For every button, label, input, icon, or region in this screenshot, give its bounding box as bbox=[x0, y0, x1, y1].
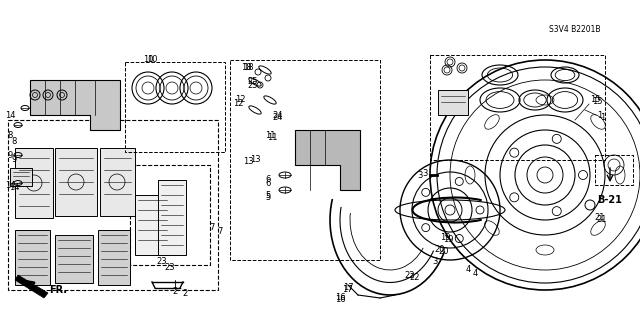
Text: 10: 10 bbox=[147, 56, 157, 64]
Text: 15: 15 bbox=[592, 98, 602, 107]
Bar bbox=[55, 148, 97, 216]
Bar bbox=[125, 62, 225, 152]
Text: 8: 8 bbox=[7, 130, 13, 139]
Text: 12: 12 bbox=[233, 99, 243, 108]
Text: 16: 16 bbox=[335, 293, 346, 302]
Text: 22: 22 bbox=[404, 271, 415, 279]
Text: 5: 5 bbox=[266, 191, 271, 201]
Text: 7: 7 bbox=[209, 224, 214, 233]
Text: 23: 23 bbox=[164, 263, 175, 272]
Text: 8: 8 bbox=[12, 137, 17, 146]
Bar bbox=[130, 165, 210, 265]
Text: 25: 25 bbox=[248, 78, 259, 86]
Text: 6: 6 bbox=[266, 179, 271, 188]
Text: 19: 19 bbox=[443, 235, 453, 244]
Bar bbox=[10, 168, 32, 186]
Text: 20: 20 bbox=[439, 248, 449, 256]
Bar bbox=[98, 230, 130, 285]
Text: 17: 17 bbox=[342, 285, 352, 293]
Text: 11: 11 bbox=[267, 133, 277, 143]
Bar bbox=[230, 60, 380, 260]
Text: 17: 17 bbox=[342, 284, 353, 293]
Text: 18: 18 bbox=[243, 63, 253, 72]
Text: 10: 10 bbox=[143, 56, 153, 64]
Text: 20: 20 bbox=[435, 246, 445, 255]
Text: FR.: FR. bbox=[49, 285, 67, 295]
Text: 3: 3 bbox=[417, 170, 422, 180]
Text: 24: 24 bbox=[273, 110, 284, 120]
Bar bbox=[8, 120, 218, 290]
Polygon shape bbox=[15, 275, 48, 298]
Text: S3V4 B2201B: S3V4 B2201B bbox=[549, 26, 601, 34]
Text: 18: 18 bbox=[241, 63, 252, 72]
Text: 7: 7 bbox=[218, 227, 223, 236]
Bar bbox=[100, 148, 135, 216]
Text: 19: 19 bbox=[440, 234, 451, 242]
Bar bbox=[438, 90, 468, 115]
Text: 4: 4 bbox=[465, 265, 470, 275]
Text: 1: 1 bbox=[597, 110, 603, 120]
Polygon shape bbox=[30, 80, 120, 130]
Text: 6: 6 bbox=[266, 175, 271, 184]
Text: 4: 4 bbox=[472, 270, 477, 278]
Text: 14: 14 bbox=[4, 110, 15, 120]
Bar bbox=[595, 155, 633, 185]
Text: 1: 1 bbox=[600, 113, 605, 122]
Text: 9: 9 bbox=[8, 151, 13, 160]
Text: 14: 14 bbox=[4, 181, 15, 189]
Text: 25: 25 bbox=[248, 80, 259, 90]
Text: 12: 12 bbox=[235, 95, 245, 105]
Text: 15: 15 bbox=[589, 95, 600, 105]
Bar bbox=[135, 195, 170, 255]
Bar bbox=[15, 148, 53, 218]
Bar bbox=[158, 180, 186, 255]
Text: 2: 2 bbox=[182, 290, 188, 299]
Text: 16: 16 bbox=[335, 295, 346, 305]
Text: 13: 13 bbox=[250, 155, 260, 165]
Polygon shape bbox=[295, 130, 360, 190]
Text: 21: 21 bbox=[595, 213, 605, 222]
Text: 3: 3 bbox=[432, 257, 438, 266]
Text: 9: 9 bbox=[12, 155, 17, 165]
Bar bbox=[55, 235, 93, 283]
Bar bbox=[430, 55, 605, 160]
Text: 5: 5 bbox=[266, 194, 271, 203]
Text: 3: 3 bbox=[422, 169, 428, 179]
Text: 23: 23 bbox=[157, 257, 167, 266]
Bar bbox=[15, 230, 50, 285]
Text: 21: 21 bbox=[596, 216, 607, 225]
Text: 22: 22 bbox=[410, 273, 420, 283]
Text: 11: 11 bbox=[265, 130, 275, 139]
Text: 24: 24 bbox=[273, 114, 284, 122]
Text: 14: 14 bbox=[9, 183, 19, 192]
Text: 2: 2 bbox=[172, 287, 178, 296]
Text: B-21: B-21 bbox=[598, 195, 623, 205]
Text: 13: 13 bbox=[243, 158, 253, 167]
